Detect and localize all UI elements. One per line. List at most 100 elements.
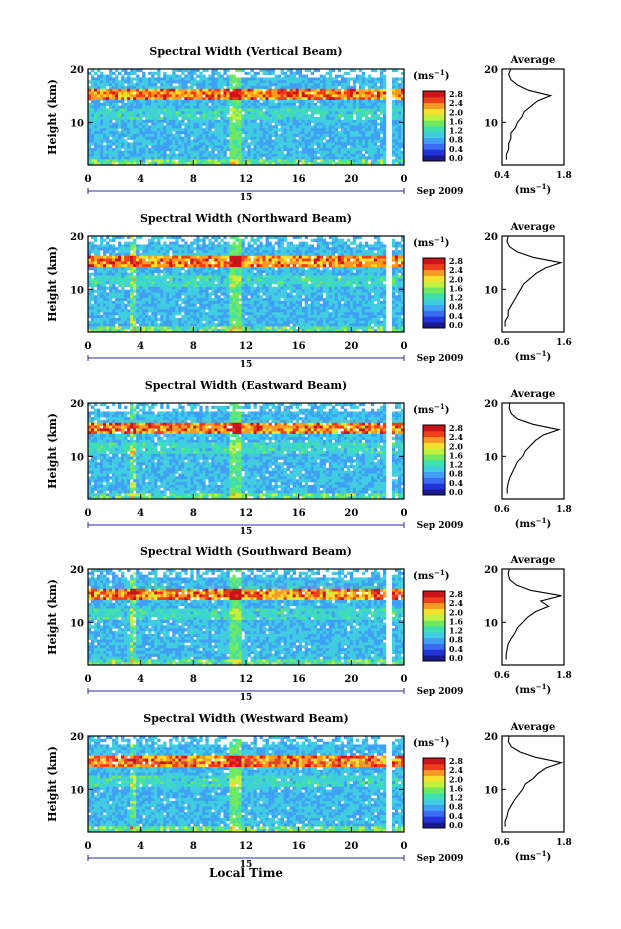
heatmap-cells: [88, 69, 405, 166]
colorbar-tick-label: 2.0: [449, 441, 463, 451]
colorbar-segment: [423, 263, 445, 271]
average-x-label: (ms−1): [515, 516, 551, 530]
colorbar-segment: [423, 442, 445, 449]
colorbar-segment: [423, 298, 445, 306]
colorbar-segment: [423, 114, 445, 121]
x-tick-label: 20: [344, 674, 358, 685]
colorbar-tick-label: 1.2: [449, 626, 463, 636]
colorbar-tick-label: 0.0: [449, 653, 463, 663]
y-tick-label: 10: [70, 452, 84, 463]
colorbar-tick-label: 1.6: [449, 283, 463, 293]
x-tick-label: 8: [190, 341, 197, 352]
x-tick-label: 0: [85, 341, 92, 352]
average-x-tick-label: 1.8: [556, 671, 572, 681]
average-y-tick-label: 20: [484, 232, 498, 243]
average-y-tick-label: 20: [484, 399, 498, 410]
colorbar-segment: [423, 781, 445, 788]
date-label: Sep 2009: [417, 354, 464, 364]
colorbar-segment: [423, 591, 445, 598]
colorbar-segment: [423, 448, 445, 455]
y-tick-label: 20: [70, 65, 84, 76]
colorbar-segment: [423, 602, 445, 609]
average-title: Average: [510, 55, 556, 66]
average-y-tick-label: 20: [484, 65, 498, 76]
x-tick-label: 4: [137, 674, 144, 685]
colorbar-segment: [423, 143, 445, 150]
x-tick-label: 0: [401, 674, 408, 685]
colorbar-tick-label: 2.0: [449, 607, 463, 617]
colorbar-segment: [423, 787, 445, 794]
average-x-tick-label: 1.8: [556, 838, 572, 848]
x-tick-label: 0: [85, 841, 92, 852]
colorbar-segment: [423, 304, 445, 311]
y-tick-label: 20: [70, 232, 84, 243]
colorbar-tick-label: 2.0: [449, 107, 463, 117]
colorbar-tick-label: 0.8: [449, 302, 463, 312]
average-title: Average: [510, 222, 556, 233]
average-y-tick-label: 10: [484, 285, 498, 296]
colorbar-segment: [423, 436, 445, 443]
colorbar-tick-label: 0.4: [449, 644, 463, 654]
colorbar-segment: [423, 798, 445, 806]
colorbar-unit: (ms−1): [413, 568, 449, 582]
colorbar-frame: [422, 257, 446, 329]
colorbar-frame: [422, 90, 446, 162]
colorbar: [422, 257, 446, 329]
day-label: 15: [240, 193, 253, 203]
average-frame: [501, 235, 565, 333]
average-panel: Average 20 10 0.6 1.8 (ms−1): [484, 389, 572, 530]
average-panel: Average 20 10 0.4 1.8 (ms−1): [484, 55, 572, 196]
colorbar-tick-label: 0.0: [449, 153, 463, 163]
date-label: Sep 2009: [417, 187, 464, 197]
average-profile-line: [505, 568, 562, 660]
colorbar-segment: [423, 322, 445, 329]
panel-title: Spectral Width (Eastward Beam): [145, 379, 347, 392]
x-tick-label: 0: [85, 508, 92, 519]
x-tick-label: 12: [239, 674, 253, 685]
colorbar-segment: [423, 149, 445, 156]
colorbar-segment: [423, 155, 445, 162]
x-tick-label: 4: [137, 508, 144, 519]
date-label: Sep 2009: [417, 687, 464, 697]
panel-3: Spectral Width (Eastward Beam) 20 10 Height…: [46, 379, 572, 537]
average-x-tick-label: 1.8: [556, 505, 572, 515]
average-y-tick-label: 10: [484, 452, 498, 463]
x-tick-label: 4: [137, 174, 144, 185]
colorbar-frame: [422, 424, 446, 496]
average-x-tick-label: 0.6: [494, 505, 510, 515]
x-tick-label: 4: [137, 341, 144, 352]
x-tick-label: 8: [190, 841, 197, 852]
colorbar-tick-label: 0.4: [449, 311, 463, 321]
y-tick-label: 20: [70, 732, 84, 743]
x-tick-label: 8: [190, 174, 197, 185]
colorbar-segment: [423, 620, 445, 627]
x-tick-label: 20: [344, 841, 358, 852]
y-axis-label: Height (km): [46, 413, 59, 489]
x-tick-label: 8: [190, 674, 197, 685]
colorbar-tick-label: 1.2: [449, 126, 463, 136]
average-x-tick-label: 1.6: [556, 338, 572, 348]
colorbar-segment: [423, 310, 445, 317]
average-frame: [501, 735, 565, 833]
colorbar-segment: [423, 816, 445, 823]
average-title: Average: [510, 722, 556, 733]
average-title: Average: [510, 389, 556, 400]
date-label: Sep 2009: [417, 854, 464, 864]
day-label: 15: [240, 527, 253, 537]
day-label: 15: [240, 360, 253, 370]
panel-title: Spectral Width (Vertical Beam): [149, 45, 342, 58]
average-y-tick-label: 10: [484, 618, 498, 629]
colorbar-segment: [423, 804, 445, 811]
colorbar-tick-label: 1.2: [449, 793, 463, 803]
x-tick-label: 0: [401, 174, 408, 185]
colorbar-segment: [423, 614, 445, 621]
colorbar-segment: [423, 91, 445, 98]
colorbar-segment: [423, 96, 445, 104]
average-y-tick-label: 10: [484, 785, 498, 796]
heatmap-cells: [88, 736, 405, 833]
colorbar-segment: [423, 131, 445, 139]
heatmap-cells: [88, 403, 405, 500]
colorbar-tick-label: 0.8: [449, 469, 463, 479]
average-panel: Average 20 10 0.6 1.8 (ms−1): [484, 555, 572, 696]
